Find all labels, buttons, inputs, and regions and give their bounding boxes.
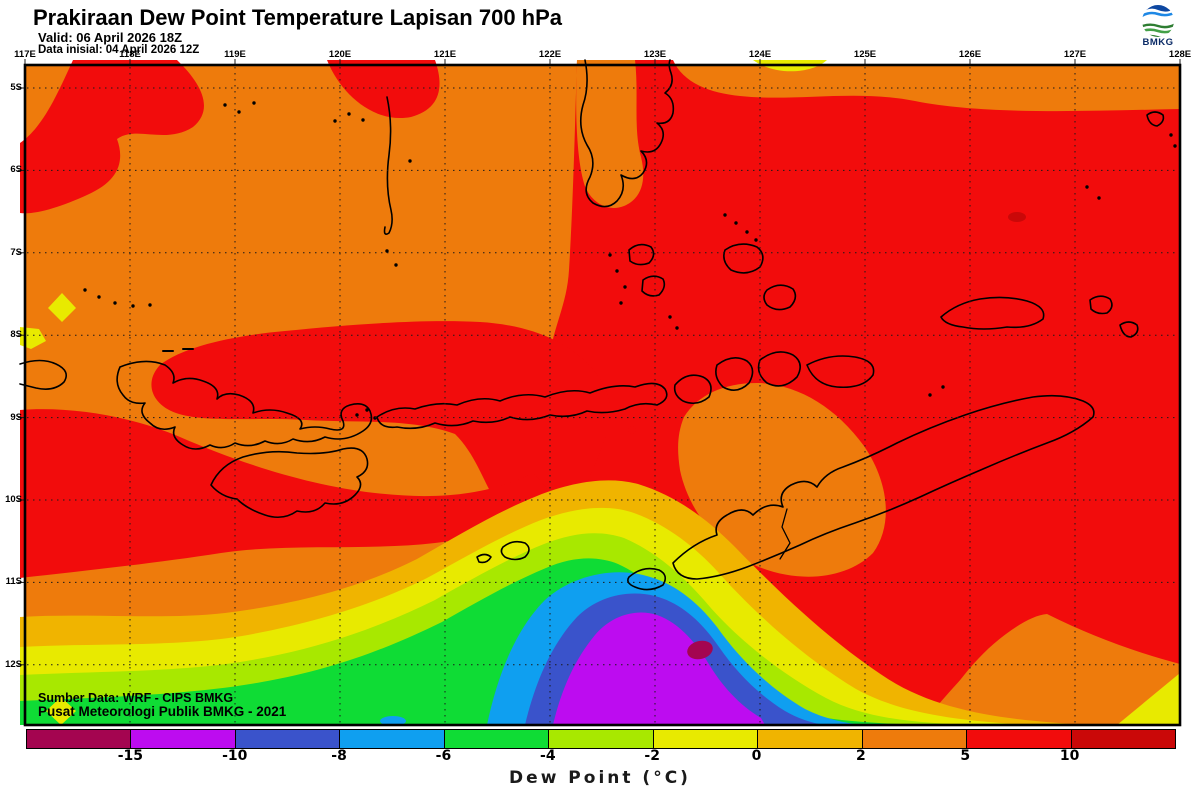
x-axis-label: 128E — [1168, 49, 1192, 60]
y-axis-label: 9S — [10, 411, 22, 423]
colorbar-segment — [966, 730, 1071, 748]
x-axis-label: 126E — [958, 49, 982, 60]
x-axis-label: 124E — [748, 49, 772, 60]
colorbar-tick-label: -10 — [222, 748, 248, 764]
colorbar-segment — [27, 730, 131, 748]
colorbar-tick-label: 0 — [751, 748, 762, 764]
colorbar-segment — [861, 730, 967, 748]
colorbar-legend — [26, 729, 1176, 749]
x-axis-label: 127E — [1063, 49, 1087, 60]
y-axis-label: 7S — [10, 246, 22, 258]
colorbar-title: Dew Point (°C) — [509, 768, 691, 788]
bmkg-logo-icon — [1142, 5, 1174, 37]
colorbar-tick-label: 10 — [1059, 748, 1080, 764]
map-fill-regions — [20, 60, 1180, 726]
x-axis-label: 120E — [328, 49, 352, 60]
colorbar-tick-label: -8 — [331, 748, 347, 764]
colorbar-segment — [548, 730, 653, 748]
colorbar-segment — [443, 730, 549, 748]
x-axis-label: 119E — [224, 49, 246, 60]
colorbar-segment — [234, 730, 340, 748]
x-axis-label: 125E — [853, 49, 877, 60]
page-title: Prakiraan Dew Point Temperature Lapisan … — [33, 5, 563, 30]
y-axis-label: 6S — [10, 164, 22, 176]
colorbar-segment — [652, 730, 758, 748]
colorbar-segment — [339, 730, 444, 748]
colorbar-tick-label: -15 — [117, 748, 144, 764]
forecast-map — [18, 59, 1182, 727]
source-data-label: Sumber Data: WRF - CIPS BMKG — [38, 691, 234, 705]
bmkg-logo-label: BMKG — [1142, 37, 1174, 48]
colorbar-segment — [1070, 730, 1175, 748]
coastlines — [19, 59, 1165, 591]
x-axis-label: 123E — [643, 49, 667, 60]
valid-time-label: Valid: 06 April 2026 18Z — [38, 30, 183, 45]
x-axis-label: 121E — [433, 49, 457, 60]
colorbar-tick-label: -2 — [644, 748, 660, 764]
init-time-label: Data inisial: 04 April 2026 12Z — [38, 44, 200, 56]
y-axis-label: 5S — [10, 82, 22, 93]
publisher-label: Pusat Meteorologi Publik BMKG - 2021 — [38, 704, 287, 719]
colorbar-tick-label: -6 — [435, 748, 452, 764]
x-axis-label: 122E — [538, 49, 562, 60]
x-axis-label: 117E — [14, 49, 36, 60]
colorbar-segment — [757, 730, 862, 748]
y-axis-label: 11S — [5, 576, 22, 588]
x-axis-label: 118E — [119, 49, 141, 60]
y-axis-label: 12S — [5, 658, 22, 670]
map-frame — [23, 63, 1182, 727]
colorbar-segment — [130, 730, 235, 748]
graticule-grid — [27, 67, 1178, 723]
island-dots — [83, 101, 1177, 420]
y-axis-label: 8S — [10, 329, 22, 341]
colorbar-tick-label: 5 — [960, 748, 971, 764]
colorbar-tick-label: 2 — [856, 748, 866, 764]
colorbar-tick-label: -4 — [540, 748, 556, 764]
y-axis-label: 10S — [5, 494, 22, 505]
